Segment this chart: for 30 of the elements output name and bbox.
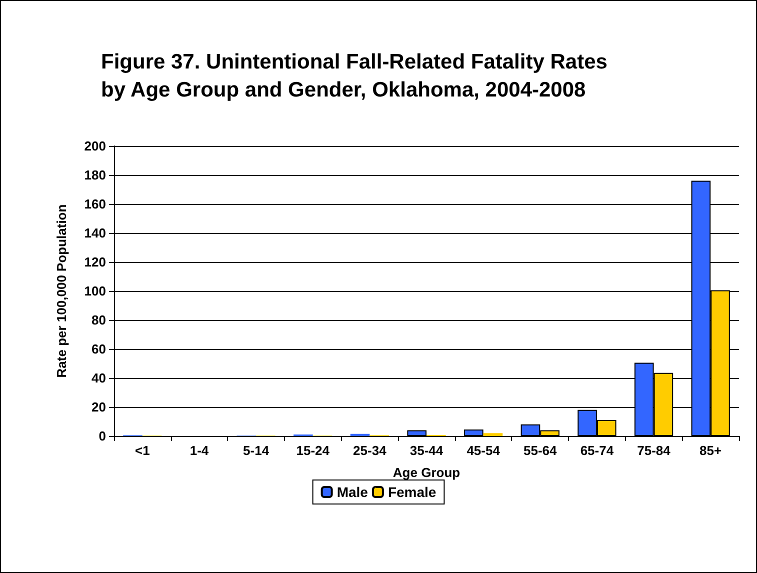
bar: [483, 433, 503, 436]
x-tick-label: 45-54: [466, 443, 501, 458]
bar: [464, 429, 484, 436]
x-tick-label: 5-14: [243, 443, 270, 458]
y-tick-label: 100: [84, 284, 106, 298]
y-tick-label: 180: [84, 168, 106, 182]
x-tick-label: 15-24: [296, 443, 330, 458]
y-tick-label: 80: [92, 312, 106, 328]
y-tick-label: 120: [84, 254, 106, 270]
x-tick-label: 1-4: [190, 443, 210, 458]
x-tick-label: 65-74: [580, 443, 614, 458]
y-tick-label: 200: [84, 138, 106, 154]
x-tick-label: 75-84: [637, 443, 672, 458]
y-tick-label: 140: [84, 226, 106, 240]
y-tick-label: 0: [98, 428, 106, 444]
x-tick-label: 85+: [700, 443, 722, 458]
y-tick-label: 60: [92, 342, 106, 356]
x-tick-label: 35-44: [410, 443, 444, 458]
chart-title: Figure 37. Unintentional Fall-Related Fatality Rates by Age Group and Gender, Oklahoma, 2004-2008: [101, 50, 608, 102]
x-tick-label: 55-64: [524, 443, 558, 458]
bar: [407, 430, 426, 436]
legend-label: Female: [388, 484, 436, 500]
x-axis-title: Age Group: [392, 465, 460, 480]
y-axis-title: Rate per 100,000 Population: [54, 204, 69, 378]
legend-label: Male: [336, 484, 368, 500]
x-tick-label: <1: [134, 443, 150, 458]
y-tick-label: 160: [84, 196, 106, 212]
y-tick-label: 20: [92, 400, 106, 414]
x-tick-label: 25-34: [353, 443, 388, 458]
y-tick-label: 40: [92, 370, 106, 386]
